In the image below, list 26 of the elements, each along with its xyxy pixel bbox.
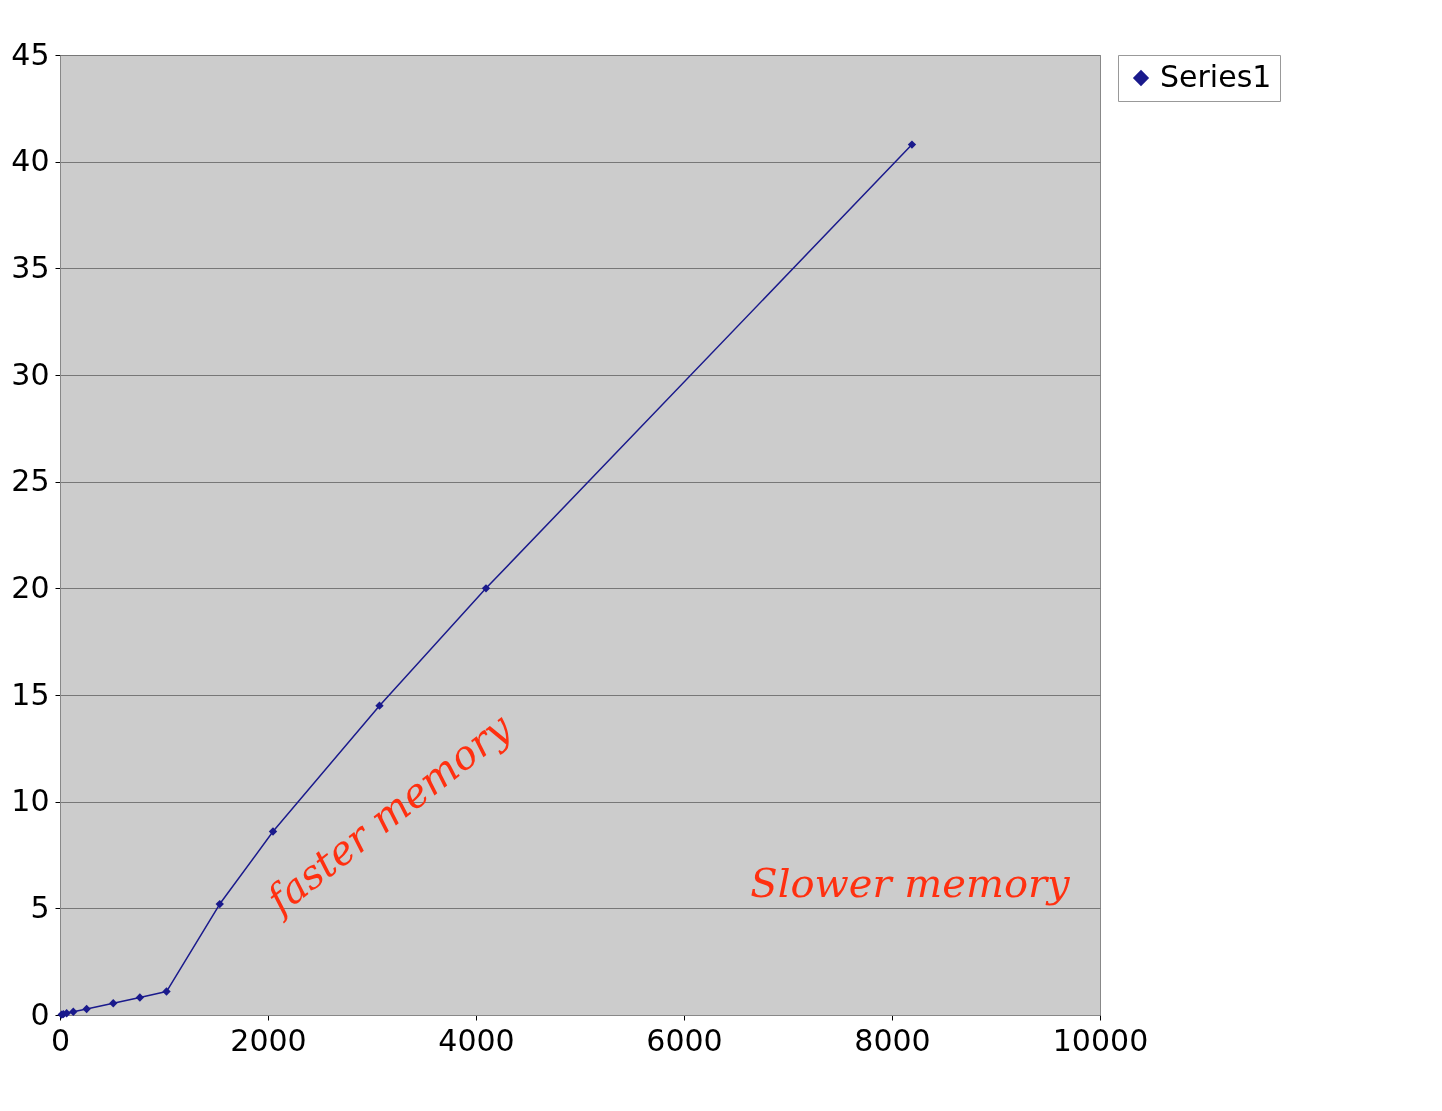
y-tick-label: 15: [11, 676, 50, 712]
point: [481, 584, 491, 593]
point: [109, 999, 118, 1008]
y-tick-label: 10: [11, 783, 50, 819]
x-tick-label: 6000: [646, 1022, 723, 1058]
legend-label: Series1: [1160, 59, 1272, 94]
annotation: Slower memory: [750, 860, 1072, 906]
y-tick-label: 35: [11, 249, 50, 285]
x-tick-label: 4000: [438, 1022, 515, 1058]
y-tick-label: 5: [30, 889, 50, 925]
point: [375, 701, 384, 710]
y-tick-label: 0: [30, 996, 50, 1032]
y-tick-label: 25: [11, 463, 50, 499]
point: [215, 899, 224, 909]
point: [69, 1007, 78, 1016]
point: [135, 993, 145, 1002]
point: [907, 140, 917, 149]
point: [82, 1004, 91, 1014]
x-tick-label: 10000: [1052, 1022, 1149, 1058]
y-tick-label: 40: [11, 143, 50, 179]
x-tick-label: 2000: [230, 1022, 307, 1058]
y-tick-label: 45: [11, 36, 50, 72]
x-tick-label: 8000: [854, 1022, 931, 1058]
y-tick-label: 20: [11, 569, 50, 605]
y-tick-label: 30: [11, 356, 50, 392]
point: [162, 987, 171, 996]
